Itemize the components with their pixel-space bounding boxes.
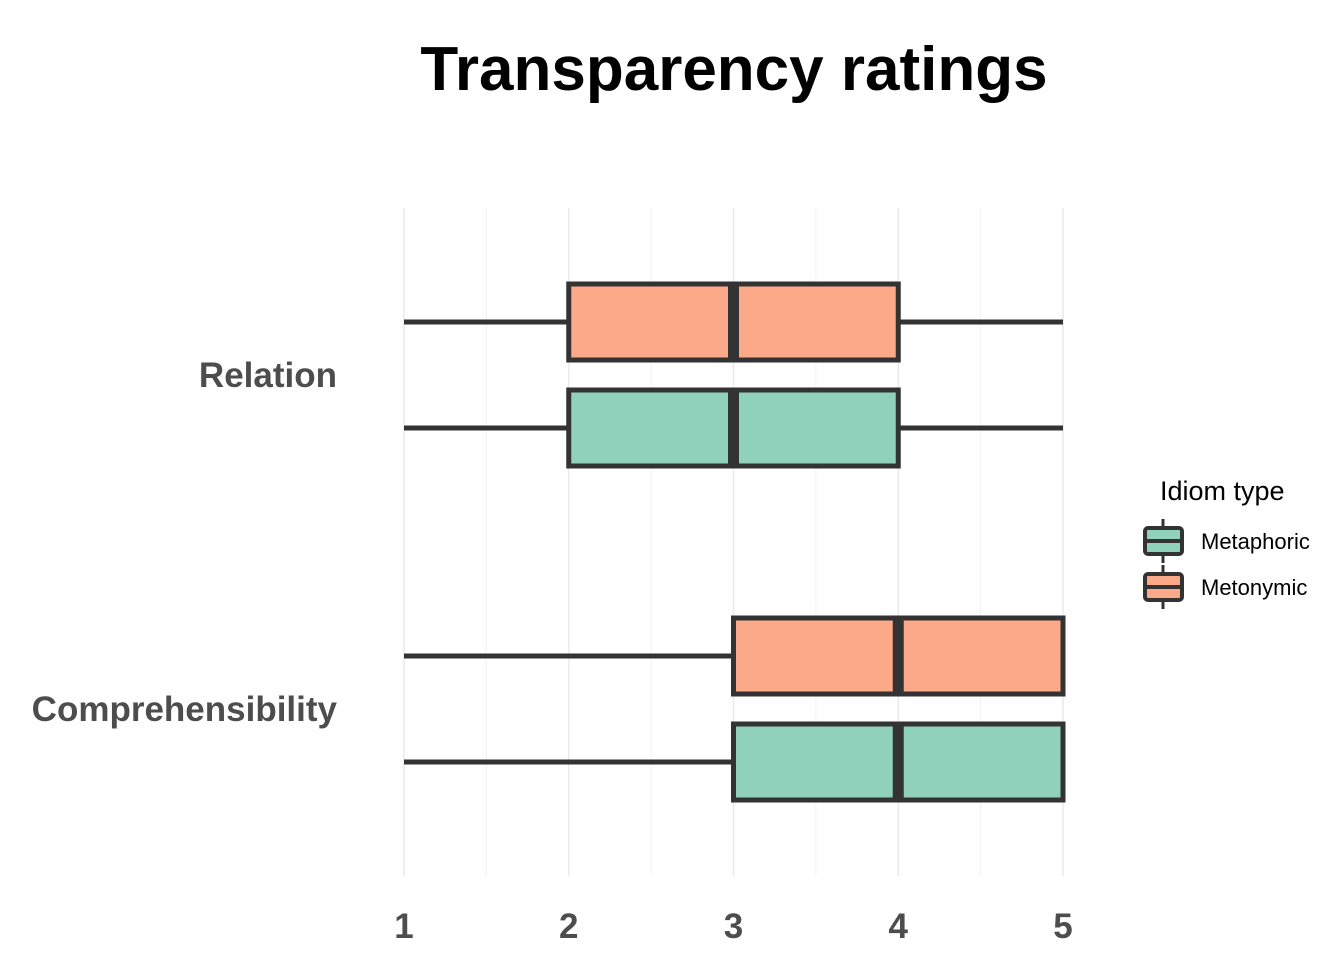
x-tick-5: 5 — [1053, 907, 1072, 946]
legend-label: Metonymic — [1201, 575, 1307, 600]
legend-label: Metaphoric — [1201, 529, 1310, 554]
chart-title: Transparency ratings — [420, 35, 1047, 104]
x-tick-2: 2 — [559, 907, 578, 946]
x-tick-labels: 1 2 3 4 5 — [394, 907, 1072, 946]
x-tick-4: 4 — [889, 907, 909, 946]
legend-items: Metaphoric Metonymic — [1143, 519, 1310, 609]
legend-item-metonymic: Metonymic — [1143, 565, 1307, 609]
box-series — [404, 281, 1066, 803]
box-metaphoric-comprehensibility — [404, 721, 1066, 803]
category-labels: Relation Comprehensibility — [32, 356, 338, 729]
legend-title: Idiom type — [1160, 476, 1285, 506]
box-metonymic-relation — [404, 281, 1063, 363]
category-label-comprehensibility: Comprehensibility — [32, 690, 338, 729]
x-tick-3: 3 — [724, 907, 743, 946]
legend-item-metaphoric: Metaphoric — [1143, 519, 1310, 563]
x-tick-1: 1 — [394, 907, 413, 946]
box-metaphoric-relation — [404, 387, 1063, 469]
box-metonymic-comprehensibility — [404, 615, 1066, 697]
legend: Idiom type Metaphoric Metonymic — [1143, 476, 1310, 609]
category-label-relation: Relation — [199, 356, 337, 395]
